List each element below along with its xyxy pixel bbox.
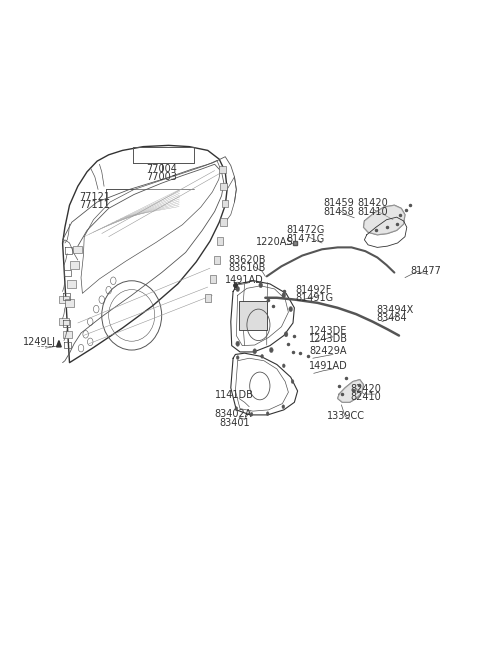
Text: 83494X: 83494X — [376, 305, 413, 315]
Circle shape — [253, 349, 257, 354]
Text: 1491AD: 1491AD — [225, 275, 264, 285]
Text: 83620B: 83620B — [228, 255, 266, 265]
Text: 1243DE: 1243DE — [309, 325, 348, 336]
Text: 82429A: 82429A — [309, 346, 347, 356]
Bar — [214, 256, 220, 264]
Circle shape — [236, 287, 240, 291]
Bar — [62, 331, 72, 338]
Bar — [73, 245, 83, 253]
Text: 1491AD: 1491AD — [309, 361, 348, 371]
Bar — [220, 218, 227, 226]
Text: 1249LJ: 1249LJ — [24, 337, 57, 347]
Text: 83484: 83484 — [376, 313, 407, 323]
Text: 1339CC: 1339CC — [326, 411, 365, 420]
Polygon shape — [57, 340, 61, 347]
Text: 81491G: 81491G — [295, 293, 334, 303]
Bar — [220, 182, 227, 190]
Bar — [222, 199, 228, 207]
Text: 83401: 83401 — [220, 417, 251, 428]
Text: 81420: 81420 — [358, 198, 388, 209]
Circle shape — [266, 412, 269, 415]
Bar — [210, 275, 216, 283]
Bar — [67, 280, 76, 288]
Text: 77004: 77004 — [146, 164, 177, 174]
Text: 81458: 81458 — [323, 207, 354, 216]
Text: 77111: 77111 — [79, 200, 110, 210]
Circle shape — [236, 356, 239, 359]
Bar — [217, 237, 223, 245]
Text: 83402A: 83402A — [215, 409, 252, 419]
Text: 1141DB: 1141DB — [215, 390, 253, 400]
Text: 81492F: 81492F — [295, 285, 332, 295]
Text: 81477: 81477 — [410, 266, 442, 276]
Circle shape — [284, 332, 288, 337]
Text: 83610B: 83610B — [228, 263, 266, 273]
Text: 1220AS: 1220AS — [256, 237, 294, 247]
Text: 81459: 81459 — [323, 198, 354, 209]
Circle shape — [259, 283, 263, 288]
Text: 77121: 77121 — [79, 192, 110, 202]
Bar — [70, 261, 79, 269]
Text: 82420: 82420 — [350, 384, 382, 394]
Circle shape — [282, 293, 286, 298]
Text: 81471G: 81471G — [286, 234, 324, 243]
Bar — [204, 294, 211, 302]
Circle shape — [289, 306, 292, 312]
Text: 81472G: 81472G — [286, 226, 324, 236]
Circle shape — [236, 341, 240, 346]
Bar — [219, 165, 226, 173]
Text: 81410: 81410 — [358, 207, 388, 216]
Circle shape — [235, 407, 238, 411]
Text: 1243DB: 1243DB — [309, 334, 348, 344]
Bar — [60, 296, 69, 304]
FancyBboxPatch shape — [239, 301, 267, 330]
Circle shape — [291, 380, 294, 383]
Text: 77003: 77003 — [146, 172, 177, 182]
Circle shape — [250, 413, 253, 416]
Bar — [65, 299, 74, 306]
Circle shape — [261, 354, 264, 358]
Polygon shape — [338, 380, 363, 402]
Circle shape — [282, 364, 285, 367]
Circle shape — [282, 405, 285, 409]
Text: 82410: 82410 — [350, 392, 381, 402]
Polygon shape — [363, 205, 405, 235]
Circle shape — [269, 348, 273, 352]
Bar — [60, 318, 69, 325]
